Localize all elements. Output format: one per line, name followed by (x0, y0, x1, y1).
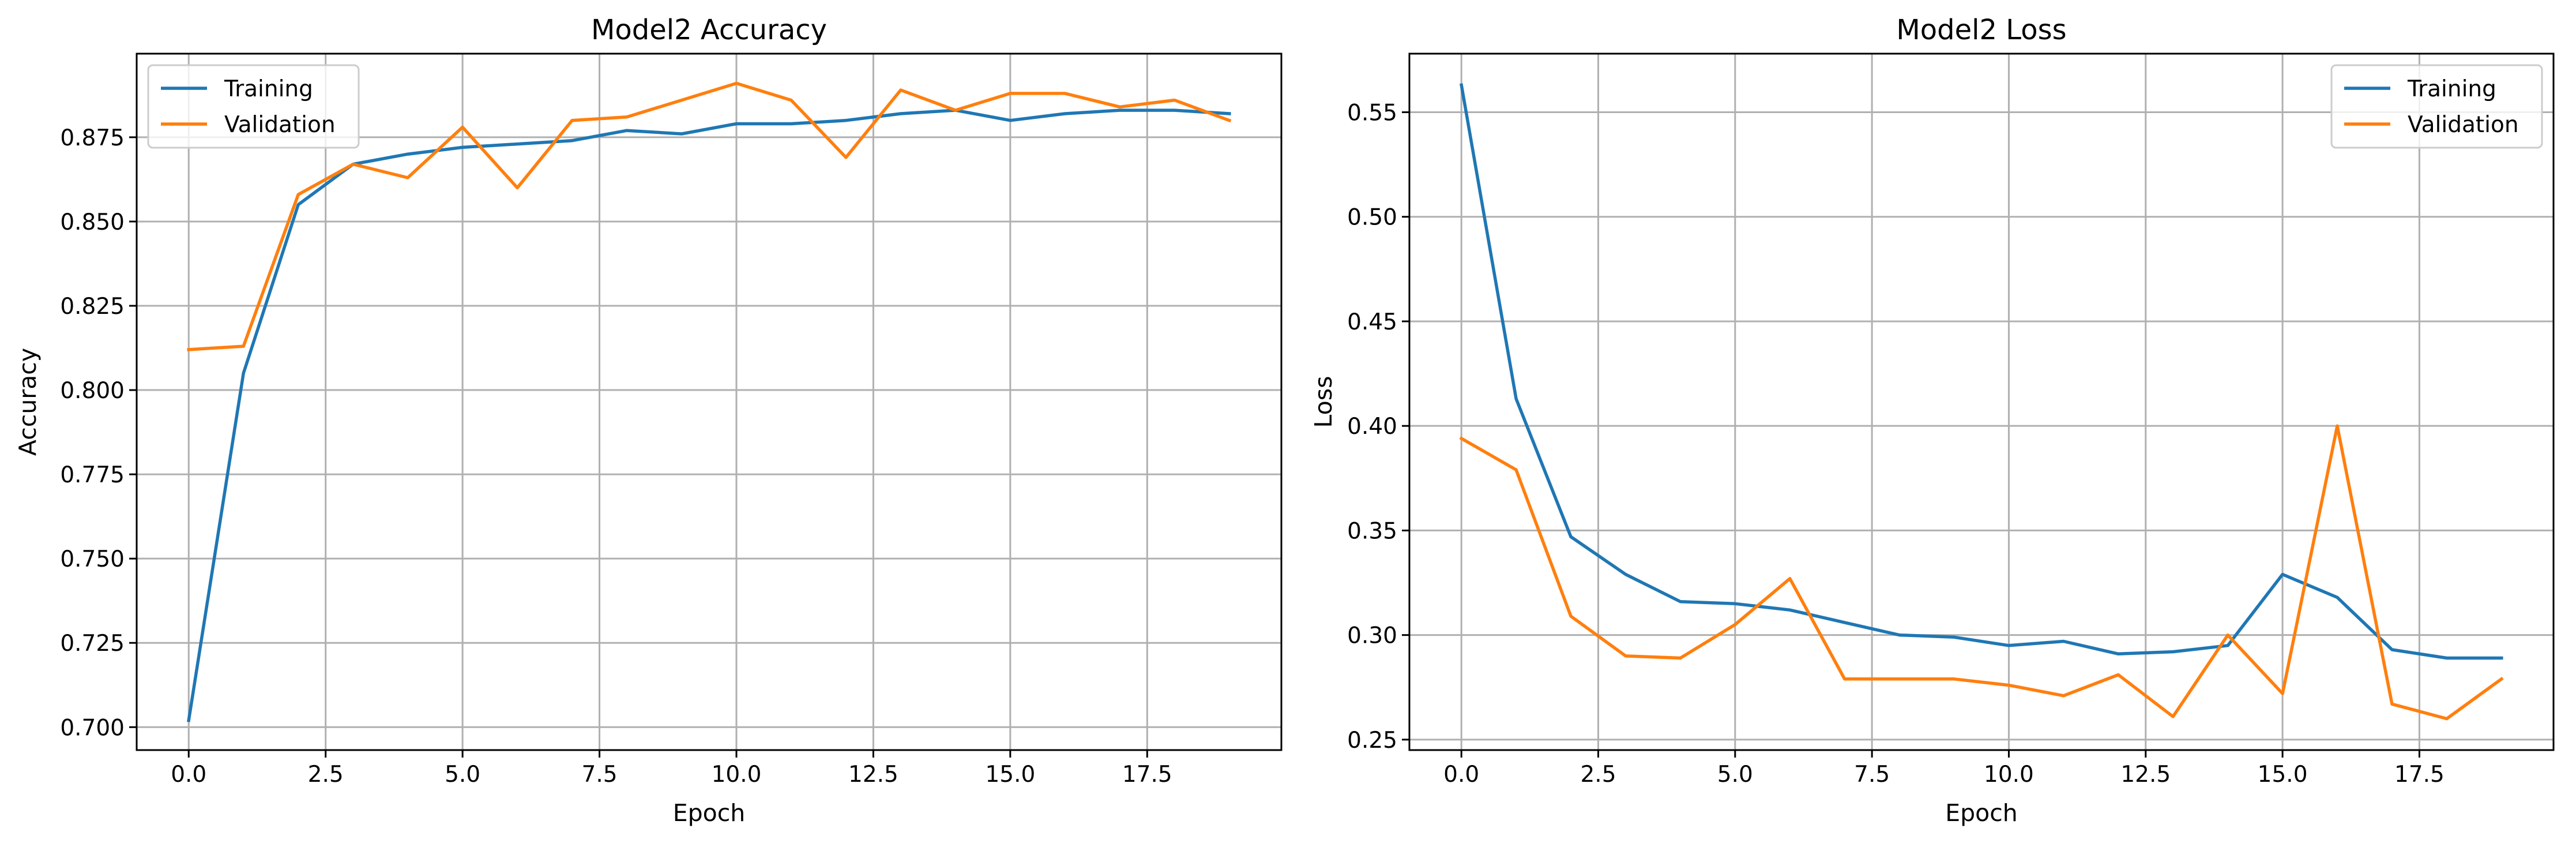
accuracy-legend: Training Validation (147, 64, 360, 149)
loss-x-axis: 0.0 2.5 5.0 7.5 10.0 12.5 15.0 17.5 (1443, 750, 2445, 788)
accuracy-x-tick-label: 10.0 (712, 762, 762, 788)
accuracy-legend-label-training: Training (224, 76, 313, 102)
accuracy-y-tick-label: 0.850 (60, 209, 125, 235)
accuracy-x-tick-label: 17.5 (1122, 762, 1172, 788)
loss-x-tick-label: 5.0 (1717, 762, 1753, 788)
loss-x-tick-label: 17.5 (2394, 762, 2445, 788)
accuracy-chart-title: Model2 Accuracy (591, 14, 827, 46)
accuracy-validation-line (187, 81, 1232, 351)
accuracy-legend-label-validation: Validation (224, 112, 336, 138)
accuracy-x-tick-label: 15.0 (985, 762, 1035, 788)
accuracy-y-axis: 0.700 0.725 0.750 0.775 0.800 0.825 0.850 0.875 (60, 125, 137, 741)
loss-x-tick-label: 2.5 (1580, 762, 1616, 788)
loss-y-tick-label: 0.35 (1347, 518, 1397, 544)
loss-x-axis-label: Epoch (1945, 799, 2018, 827)
loss-y-tick-label: 0.50 (1347, 205, 1397, 231)
loss-chart-title: Model2 Loss (1896, 14, 2066, 46)
loss-training-line (1460, 83, 2503, 660)
loss-series (1459, 83, 2504, 721)
loss-y-axis-label: Loss (1310, 376, 1337, 428)
loss-legend-box (2330, 64, 2543, 149)
accuracy-y-tick-label: 0.750 (60, 546, 125, 572)
loss-y-tick-label: 0.25 (1347, 728, 1397, 754)
accuracy-y-tick-label: 0.775 (60, 462, 125, 488)
loss-x-tick-label: 15.0 (2258, 762, 2308, 788)
loss-y-axis: 0.25 0.30 0.35 0.40 0.45 0.50 0.55 (1347, 100, 1409, 754)
loss-x-tick-label: 7.5 (1854, 762, 1890, 788)
loss-validation-line (1459, 424, 2504, 721)
accuracy-y-axis-label: Accuracy (14, 348, 42, 456)
loss-y-tick-label: 0.30 (1347, 623, 1397, 649)
loss-grid (1409, 54, 2554, 750)
loss-plot-frame (1408, 53, 2555, 751)
accuracy-grid (137, 54, 1281, 750)
accuracy-series (187, 81, 1232, 722)
loss-y-tick-label: 0.40 (1347, 414, 1397, 440)
accuracy-y-tick-label: 0.875 (60, 125, 125, 151)
accuracy-training-line (187, 108, 1231, 722)
loss-y-tick-label: 0.55 (1347, 100, 1397, 126)
accuracy-y-tick-label: 0.825 (60, 294, 125, 320)
accuracy-chart: 0.0 2.5 5.0 7.5 10.0 12.5 15.0 17.50.7000.7250.… (14, 14, 1283, 827)
accuracy-y-tick-label: 0.800 (60, 378, 125, 404)
accuracy-x-axis-label: Epoch (673, 799, 746, 827)
accuracy-y-tick-label: 0.725 (60, 631, 125, 657)
loss-x-tick-label: 12.5 (2120, 762, 2171, 788)
loss-x-tick-label: 0.0 (1443, 762, 1479, 788)
loss-legend-label-training: Training (2407, 76, 2496, 102)
accuracy-y-tick-label: 0.700 (60, 715, 125, 741)
loss-y-tick-label: 0.45 (1347, 309, 1397, 335)
accuracy-x-tick-label: 0.0 (171, 762, 206, 788)
accuracy-legend-box (147, 64, 360, 149)
loss-chart: 0.0 2.5 5.0 7.5 10.0 12.5 15.0 17.5 0.25 0.30 0.35… (1310, 14, 2555, 827)
loss-legend: Training Validation (2330, 64, 2543, 149)
accuracy-x-tick-label: 7.5 (582, 762, 618, 788)
accuracy-plot-frame (136, 53, 1283, 751)
accuracy-x-tick-label: 12.5 (848, 762, 898, 788)
loss-legend-label-validation: Validation (2408, 112, 2519, 138)
accuracy-x-tick-label: 5.0 (445, 762, 480, 788)
accuracy-x-axis: 0.0 2.5 5.0 7.5 10.0 12.5 15.0 17.5 (171, 750, 1172, 788)
loss-x-tick-label: 10.0 (1984, 762, 2034, 788)
accuracy-x-tick-label: 2.5 (308, 762, 344, 788)
